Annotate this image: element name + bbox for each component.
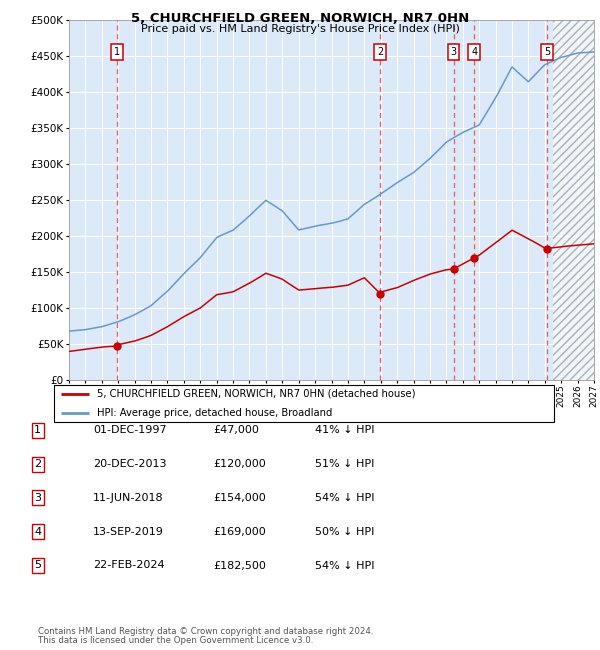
- Text: £169,000: £169,000: [213, 526, 266, 537]
- Text: 54% ↓ HPI: 54% ↓ HPI: [315, 493, 374, 503]
- Text: 50% ↓ HPI: 50% ↓ HPI: [315, 526, 374, 537]
- Bar: [553, 20, 594, 380]
- Text: 3: 3: [34, 493, 41, 503]
- Text: 5: 5: [34, 560, 41, 571]
- Text: Price paid vs. HM Land Registry's House Price Index (HPI): Price paid vs. HM Land Registry's House …: [140, 24, 460, 34]
- Text: 5: 5: [544, 47, 550, 57]
- Text: 1: 1: [34, 425, 41, 436]
- Text: 13-SEP-2019: 13-SEP-2019: [93, 526, 164, 537]
- FancyBboxPatch shape: [53, 385, 554, 422]
- Text: HPI: Average price, detached house, Broadland: HPI: Average price, detached house, Broa…: [97, 408, 332, 419]
- Text: 54% ↓ HPI: 54% ↓ HPI: [315, 560, 374, 571]
- Text: £154,000: £154,000: [213, 493, 266, 503]
- Bar: [553, 20, 594, 380]
- Text: 22-FEB-2024: 22-FEB-2024: [93, 560, 164, 571]
- Text: 41% ↓ HPI: 41% ↓ HPI: [315, 425, 374, 436]
- Text: 3: 3: [451, 47, 457, 57]
- Text: 5, CHURCHFIELD GREEN, NORWICH, NR7 0HN (detached house): 5, CHURCHFIELD GREEN, NORWICH, NR7 0HN (…: [97, 389, 415, 399]
- Text: Contains HM Land Registry data © Crown copyright and database right 2024.: Contains HM Land Registry data © Crown c…: [38, 627, 373, 636]
- Text: £120,000: £120,000: [213, 459, 266, 469]
- Text: 4: 4: [471, 47, 477, 57]
- Text: 11-JUN-2018: 11-JUN-2018: [93, 493, 164, 503]
- Text: 2: 2: [377, 47, 383, 57]
- Text: 1: 1: [114, 47, 120, 57]
- Text: 5, CHURCHFIELD GREEN, NORWICH, NR7 0HN: 5, CHURCHFIELD GREEN, NORWICH, NR7 0HN: [131, 12, 469, 25]
- Text: 51% ↓ HPI: 51% ↓ HPI: [315, 459, 374, 469]
- Text: £47,000: £47,000: [213, 425, 259, 436]
- Text: 4: 4: [34, 526, 41, 537]
- Text: This data is licensed under the Open Government Licence v3.0.: This data is licensed under the Open Gov…: [38, 636, 313, 645]
- Text: 01-DEC-1997: 01-DEC-1997: [93, 425, 167, 436]
- Text: £182,500: £182,500: [213, 560, 266, 571]
- Text: 20-DEC-2013: 20-DEC-2013: [93, 459, 167, 469]
- Text: 2: 2: [34, 459, 41, 469]
